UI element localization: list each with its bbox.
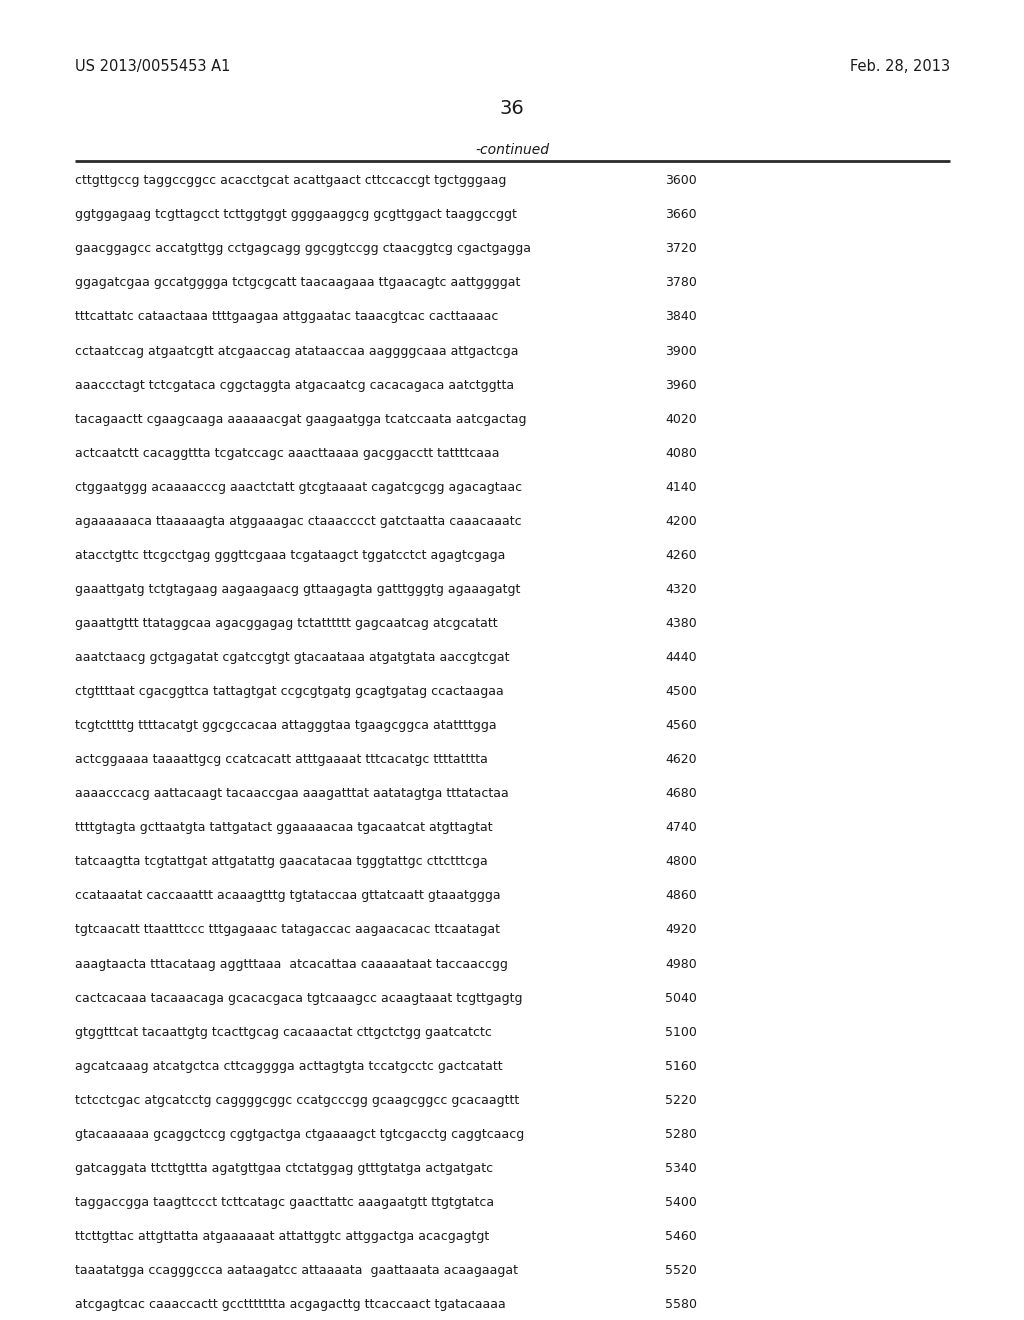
Text: ctggaatggg acaaaacccg aaactctatt gtcgtaaaat cagatcgcgg agacagtaac: ctggaatggg acaaaacccg aaactctatt gtcgtaa…: [75, 480, 522, 494]
Text: 3660: 3660: [665, 209, 696, 222]
Text: 4800: 4800: [665, 855, 697, 869]
Text: 4980: 4980: [665, 957, 696, 970]
Text: 5400: 5400: [665, 1196, 697, 1209]
Text: ggtggagaag tcgttagcct tcttggtggt ggggaaggcg gcgttggact taaggccggt: ggtggagaag tcgttagcct tcttggtggt ggggaag…: [75, 209, 517, 222]
Text: atcgagtcac caaaccactt gccttttttta acgagacttg ttcaccaact tgatacaaaa: atcgagtcac caaaccactt gccttttttta acgaga…: [75, 1298, 506, 1311]
Text: cctaatccag atgaatcgtt atcgaaccag atataaccaa aaggggcaaa attgactcga: cctaatccag atgaatcgtt atcgaaccag atataac…: [75, 345, 518, 358]
Text: gaaattgatg tctgtagaag aagaagaacg gttaagagta gatttgggtg agaaagatgt: gaaattgatg tctgtagaag aagaagaacg gttaaga…: [75, 583, 520, 595]
Text: actcaatctt cacaggttta tcgatccagc aaacttaaaa gacggacctt tattttcaaa: actcaatctt cacaggttta tcgatccagc aaactta…: [75, 446, 500, 459]
Text: 5580: 5580: [665, 1298, 697, 1311]
Text: 4500: 4500: [665, 685, 697, 698]
Text: cactcacaaa tacaaacaga gcacacgaca tgtcaaagcc acaagtaaat tcgttgagtg: cactcacaaa tacaaacaga gcacacgaca tgtcaaa…: [75, 991, 522, 1005]
Text: tctcctcgac atgcatcctg caggggcggc ccatgcccgg gcaagcggcc gcacaagttt: tctcctcgac atgcatcctg caggggcggc ccatgcc…: [75, 1094, 519, 1106]
Text: gaaattgttt ttataggcaa agacggagag tctatttttt gagcaatcag atcgcatatt: gaaattgttt ttataggcaa agacggagag tctattt…: [75, 616, 498, 630]
Text: tatcaagtta tcgtattgat attgatattg gaacatacaa tgggtattgc cttctttcga: tatcaagtta tcgtattgat attgatattg gaacata…: [75, 855, 487, 869]
Text: aaatctaacg gctgagatat cgatccgtgt gtacaataaa atgatgtata aaccgtcgat: aaatctaacg gctgagatat cgatccgtgt gtacaat…: [75, 651, 510, 664]
Text: taaatatgga ccagggccca aataagatcc attaaaata  gaattaaata acaagaagat: taaatatgga ccagggccca aataagatcc attaaaa…: [75, 1265, 518, 1276]
Text: taggaccgga taagttccct tcttcatagc gaacttattc aaagaatgtt ttgtgtatca: taggaccgga taagttccct tcttcatagc gaactta…: [75, 1196, 495, 1209]
Text: 4260: 4260: [665, 549, 696, 562]
Text: ttttgtagta gcttaatgta tattgatact ggaaaaacaa tgacaatcat atgttagtat: ttttgtagta gcttaatgta tattgatact ggaaaaa…: [75, 821, 493, 834]
Text: 3960: 3960: [665, 379, 696, 392]
Text: 5460: 5460: [665, 1230, 696, 1243]
Text: aaaacccacg aattacaagt tacaaccgaa aaagatttat aatatagtga tttatactaa: aaaacccacg aattacaagt tacaaccgaa aaagatt…: [75, 787, 509, 800]
Text: agcatcaaag atcatgctca cttcagggga acttagtgta tccatgcctc gactcatatt: agcatcaaag atcatgctca cttcagggga acttagt…: [75, 1060, 503, 1073]
Text: Feb. 28, 2013: Feb. 28, 2013: [850, 59, 950, 74]
Text: gtacaaaaaa gcaggctccg cggtgactga ctgaaaagct tgtcgacctg caggtcaacg: gtacaaaaaa gcaggctccg cggtgactga ctgaaaa…: [75, 1127, 524, 1140]
Text: tttcattatc cataactaaa ttttgaagaa attggaatac taaacgtcac cacttaaaac: tttcattatc cataactaaa ttttgaagaa attggaa…: [75, 310, 499, 323]
Text: 4320: 4320: [665, 583, 696, 595]
Text: 4440: 4440: [665, 651, 696, 664]
Text: ctgttttaat cgacggttca tattagtgat ccgcgtgatg gcagtgatag ccactaagaa: ctgttttaat cgacggttca tattagtgat ccgcgtg…: [75, 685, 504, 698]
Text: atacctgttc ttcgcctgag gggttcgaaa tcgataagct tggatcctct agagtcgaga: atacctgttc ttcgcctgag gggttcgaaa tcgataa…: [75, 549, 506, 562]
Text: 4140: 4140: [665, 480, 696, 494]
Text: aaaccctagt tctcgataca cggctaggta atgacaatcg cacacagaca aatctggtta: aaaccctagt tctcgataca cggctaggta atgacaa…: [75, 379, 514, 392]
Text: 5220: 5220: [665, 1094, 696, 1106]
Text: 3720: 3720: [665, 243, 696, 255]
Text: 5040: 5040: [665, 991, 697, 1005]
Text: 3780: 3780: [665, 276, 697, 289]
Text: 4680: 4680: [665, 787, 696, 800]
Text: ttcttgttac attgttatta atgaaaaaat attattggtc attggactga acacgagtgt: ttcttgttac attgttatta atgaaaaaat attattg…: [75, 1230, 489, 1243]
Text: 5520: 5520: [665, 1265, 697, 1276]
Text: 4020: 4020: [665, 413, 696, 425]
Text: 5160: 5160: [665, 1060, 696, 1073]
Text: 3600: 3600: [665, 174, 696, 187]
Text: 4080: 4080: [665, 446, 697, 459]
Text: cttgttgccg taggccggcc acacctgcat acattgaact cttccaccgt tgctgggaag: cttgttgccg taggccggcc acacctgcat acattga…: [75, 174, 507, 187]
Text: gatcaggata ttcttgttta agatgttgaa ctctatggag gtttgtatga actgatgatc: gatcaggata ttcttgttta agatgttgaa ctctatg…: [75, 1162, 494, 1175]
Text: 5100: 5100: [665, 1026, 697, 1039]
Text: 4200: 4200: [665, 515, 696, 528]
Text: 4560: 4560: [665, 719, 696, 733]
Text: US 2013/0055453 A1: US 2013/0055453 A1: [75, 59, 230, 74]
Text: 3840: 3840: [665, 310, 696, 323]
Text: tcgtcttttg ttttacatgt ggcgccacaa attagggtaa tgaagcggca atattttgga: tcgtcttttg ttttacatgt ggcgccacaa attaggg…: [75, 719, 497, 733]
Text: tacagaactt cgaagcaaga aaaaaacgat gaagaatgga tcatccaata aatcgactag: tacagaactt cgaagcaaga aaaaaacgat gaagaat…: [75, 413, 526, 425]
Text: 5280: 5280: [665, 1127, 697, 1140]
Text: 3900: 3900: [665, 345, 696, 358]
Text: -continued: -continued: [475, 143, 549, 157]
Text: 4380: 4380: [665, 616, 696, 630]
Text: agaaaaaaca ttaaaaagta atggaaagac ctaaacccct gatctaatta caaacaaatc: agaaaaaaca ttaaaaagta atggaaagac ctaaacc…: [75, 515, 521, 528]
Text: 36: 36: [500, 99, 524, 117]
Text: ccataaatat caccaaattt acaaagtttg tgtataccaa gttatcaatt gtaaatggga: ccataaatat caccaaattt acaaagtttg tgtatac…: [75, 890, 501, 903]
Text: ggagatcgaa gccatgggga tctgcgcatt taacaagaaa ttgaacagtc aattggggat: ggagatcgaa gccatgggga tctgcgcatt taacaag…: [75, 276, 520, 289]
Text: 4620: 4620: [665, 754, 696, 766]
Text: gaacggagcc accatgttgg cctgagcagg ggcggtccgg ctaacggtcg cgactgagga: gaacggagcc accatgttgg cctgagcagg ggcggtc…: [75, 243, 531, 255]
Text: tgtcaacatt ttaatttccc tttgagaaac tatagaccac aagaacacac ttcaatagat: tgtcaacatt ttaatttccc tttgagaaac tatagac…: [75, 924, 500, 936]
Text: gtggtttcat tacaattgtg tcacttgcag cacaaactat cttgctctgg gaatcatctc: gtggtttcat tacaattgtg tcacttgcag cacaaac…: [75, 1026, 492, 1039]
Text: 4920: 4920: [665, 924, 696, 936]
Text: 4860: 4860: [665, 890, 696, 903]
Text: 5340: 5340: [665, 1162, 696, 1175]
Text: 4740: 4740: [665, 821, 696, 834]
Text: actcggaaaa taaaattgcg ccatcacatt atttgaaaat tttcacatgc ttttatttta: actcggaaaa taaaattgcg ccatcacatt atttgaa…: [75, 754, 487, 766]
Text: aaagtaacta tttacataag aggtttaaa  atcacattaa caaaaataat taccaaccgg: aaagtaacta tttacataag aggtttaaa atcacatt…: [75, 957, 508, 970]
